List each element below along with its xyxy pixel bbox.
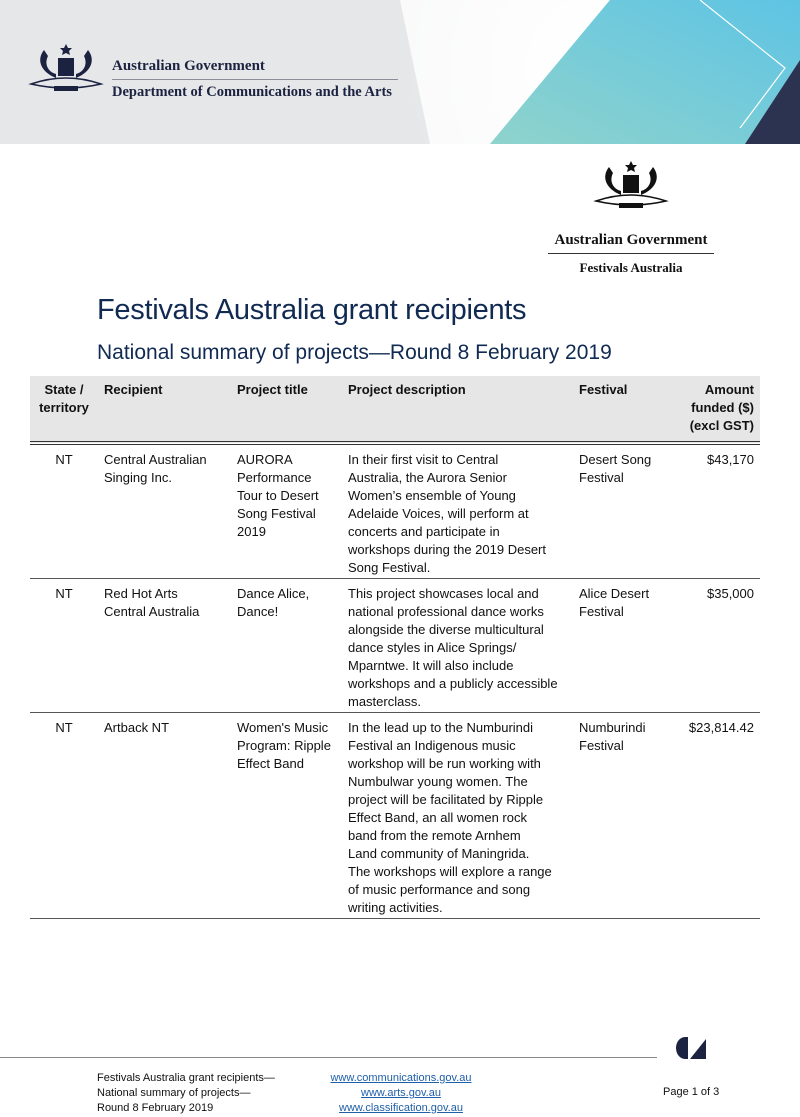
page-subtitle: National summary of projects—Round 8 Feb…	[97, 341, 612, 364]
cell-festival: Alice Desert Festival	[572, 578, 671, 713]
cell-festival: Desert Song Festival	[572, 443, 671, 579]
divider	[548, 253, 714, 254]
cell-project-description: This project showcases local and nationa…	[341, 578, 572, 713]
column-header-amount: Amount funded ($) (excl GST)	[671, 376, 760, 445]
program-logo: Australian Government Festivals Australi…	[548, 155, 714, 276]
cell-amount: $35,000	[671, 578, 760, 713]
footer-links: www.communications.gov.au www.arts.gov.a…	[300, 1071, 502, 1116]
cell-project-title: AURORA Performance Tour to Desert Song F…	[230, 443, 341, 579]
banner-graphic	[400, 0, 800, 144]
department-logo-icon	[676, 1037, 706, 1059]
cell-project-description: In their first visit to Central Australi…	[341, 443, 572, 579]
coat-of-arms-icon	[28, 44, 104, 91]
cell-recipient: Central Australian Singing Inc.	[97, 443, 230, 579]
column-header-state: State / territory	[30, 376, 97, 445]
footer-doc-title: Festivals Australia grant recipients— Na…	[97, 1072, 275, 1114]
grant-recipients-table: State / territory Recipient Project titl…	[30, 376, 760, 919]
divider	[112, 79, 398, 80]
footer-divider	[0, 1057, 657, 1058]
cell-recipient: Red Hot Arts Central Australia	[97, 578, 230, 713]
link-arts[interactable]: www.arts.gov.au	[361, 1087, 441, 1099]
cell-project-title: Dance Alice, Dance!	[230, 578, 341, 713]
gov-name: Australian Government	[112, 58, 265, 74]
column-header-project-title: Project title	[230, 376, 341, 445]
column-header-recipient: Recipient	[97, 376, 230, 445]
column-header-festival: Festival	[572, 376, 671, 445]
gov-name: Australian Government	[554, 232, 708, 248]
cell-project-title: Women's Music Program: Ripple Effect Ban…	[230, 712, 341, 919]
table-header-row: State / territory Recipient Project titl…	[30, 376, 760, 445]
link-communications[interactable]: www.communications.gov.au	[330, 1072, 472, 1084]
cell-amount: $43,170	[671, 443, 760, 579]
cell-festival: Numburindi Festival	[572, 712, 671, 919]
cell-state: NT	[30, 712, 97, 919]
cell-project-description: In the lead up to the Numburindi Festiva…	[341, 712, 572, 919]
table-row: NT Red Hot Arts Central Australia Dance …	[30, 578, 760, 713]
page-title: Festivals Australia grant recipients	[97, 294, 527, 326]
cell-amount: $23,814.42	[671, 712, 760, 919]
program-name: Festivals Australia	[579, 260, 683, 275]
coat-of-arms-icon	[593, 161, 669, 208]
column-header-project-description: Project description	[341, 376, 572, 445]
link-classification[interactable]: www.classification.gov.au	[339, 1102, 463, 1114]
table-row: NT Central Australian Singing Inc. AUROR…	[30, 443, 760, 579]
page-number: Page 1 of 3	[663, 1086, 720, 1098]
cell-recipient: Artback NT	[97, 712, 230, 919]
header-banner: Australian Government Department of Comm…	[0, 0, 800, 144]
cell-state: NT	[30, 578, 97, 713]
department-name: Department of Communications and the Art…	[112, 84, 392, 100]
table-row: NT Artback NT Women's Music Program: Rip…	[30, 712, 760, 919]
cell-state: NT	[30, 443, 97, 579]
